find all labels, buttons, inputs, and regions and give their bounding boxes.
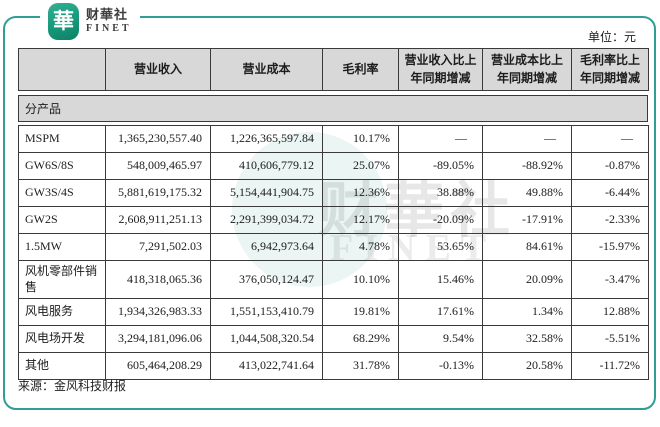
cell-value: 376,050,124.47	[210, 259, 323, 300]
table-row: 1.5MW 7,291,502.03 6,942,973.64 4.78% 53.65%…	[18, 233, 649, 261]
cell-value: -3.47%	[571, 259, 649, 300]
table-row: 风电服务 1,934,326,983.33 1,551,153,410.79 19.8…	[18, 298, 649, 327]
cell-value: 10.10%	[322, 259, 399, 300]
cell-value: -0.13%	[398, 352, 483, 381]
column-header-revenue: 营业收入	[105, 48, 211, 91]
cell-value: 4.78%	[322, 233, 399, 261]
cell-value: 17.61%	[398, 298, 483, 327]
cell-value: 12.88%	[571, 298, 649, 327]
row-label: GW3S/4S	[18, 179, 106, 207]
cell-value: -89.05%	[398, 152, 483, 180]
cell-value: 2,608,911,251.13	[105, 206, 211, 234]
source-note: 来源：金风科技财报	[18, 379, 127, 393]
row-label: 风电场开发	[18, 325, 106, 354]
logo-english-name: FINET	[86, 22, 132, 34]
cell-value: 1,044,508,320.54	[210, 325, 323, 354]
cell-value: 3,294,181,096.06	[105, 325, 211, 354]
row-label: GW6S/8S	[18, 152, 106, 180]
table-row: MSPM 1,365,230,557.40 1,226,365,597.84 10.1…	[18, 125, 649, 153]
finet-logo: 華 财華社 FINET	[40, 0, 140, 42]
cell-value: -2.33%	[571, 206, 649, 234]
table-header: 营业收入 营业成本 毛利率 营业收入比上 年同期增减 营业成本比上 年同期增减 …	[18, 48, 649, 91]
row-label: 1.5MW	[18, 233, 106, 261]
data-table: MSPM 1,365,230,557.40 1,226,365,597.84 10.1…	[18, 125, 649, 381]
row-label: 风机零部件销售	[18, 259, 106, 300]
cell-value: 15.46%	[398, 259, 483, 300]
cell-value: 548,009,465.97	[105, 152, 211, 180]
table-row: GW2S 2,608,911,251.13 2,291,399,034.72 12.1…	[18, 206, 649, 234]
cell-value: -15.97%	[571, 233, 649, 261]
cell-value: —	[571, 125, 649, 153]
cell-value: 410,606,779.12	[210, 152, 323, 180]
section-row-by-product: 分产品	[18, 95, 648, 122]
cell-value: 68.29%	[322, 325, 399, 354]
cell-value: 31.78%	[322, 352, 399, 381]
cell-value: 12.17%	[322, 206, 399, 234]
column-header-blank	[18, 48, 106, 91]
cell-value: 84.61%	[482, 233, 572, 261]
cell-value: -5.51%	[571, 325, 649, 354]
cell-value: 418,318,065.36	[105, 259, 211, 300]
cell-value: 6,942,973.64	[210, 233, 323, 261]
cell-value: -11.72%	[571, 352, 649, 381]
cell-value: 5,881,619,175.32	[105, 179, 211, 207]
row-label: MSPM	[18, 125, 106, 153]
cell-value: -6.44%	[571, 179, 649, 207]
cell-value: —	[398, 125, 483, 153]
cell-value: 7,291,502.03	[105, 233, 211, 261]
cell-value: 413,022,741.64	[210, 352, 323, 381]
cell-value: 53.65%	[398, 233, 483, 261]
column-header-margin-yoy: 毛利率比上 年同期增减	[571, 48, 649, 91]
cell-value: 1,365,230,557.40	[105, 125, 211, 153]
content-frame	[3, 16, 656, 410]
logo-text: 财華社 FINET	[86, 7, 132, 34]
cell-value: 25.07%	[322, 152, 399, 180]
table-row: GW3S/4S 5,881,619,175.32 5,154,441,904.75 1…	[18, 179, 649, 207]
cell-value: 605,464,208.29	[105, 352, 211, 381]
row-label: GW2S	[18, 206, 106, 234]
cell-value: 9.54%	[398, 325, 483, 354]
finet-logo-icon: 華	[48, 2, 79, 40]
cell-value: 19.81%	[322, 298, 399, 327]
cell-value: 1,934,326,983.33	[105, 298, 211, 327]
column-header-margin: 毛利率	[322, 48, 399, 91]
cell-value: 10.17%	[322, 125, 399, 153]
cell-value: 32.58%	[482, 325, 572, 354]
cell-value: 1,226,365,597.84	[210, 125, 323, 153]
table-row: GW6S/8S 548,009,465.97 410,606,779.12 25.07…	[18, 152, 649, 180]
cell-value: 20.09%	[482, 259, 572, 300]
section-label: 分产品	[25, 102, 62, 116]
cell-value: -88.92%	[482, 152, 572, 180]
unit-label: 单位：元	[587, 30, 636, 44]
row-label: 风电服务	[18, 298, 106, 327]
logo-icon-glyph: 華	[53, 8, 74, 33]
cell-value: 38.88%	[398, 179, 483, 207]
column-header-cost-yoy: 营业成本比上 年同期增减	[482, 48, 572, 91]
table-row: 风电场开发 3,294,181,096.06 1,044,508,320.54 68.…	[18, 325, 649, 354]
column-header-cost: 营业成本	[210, 48, 323, 91]
cell-value: 49.88%	[482, 179, 572, 207]
cell-value: —	[482, 125, 572, 153]
cell-value: -17.91%	[482, 206, 572, 234]
cell-value: -0.87%	[571, 152, 649, 180]
table-row: 其他 605,464,208.29 413,022,741.64 31.78% -0.1…	[18, 352, 649, 381]
cell-value: 1.34%	[482, 298, 572, 327]
table-row: 风机零部件销售 418,318,065.36 376,050,124.47 10.10…	[18, 259, 649, 300]
header-row: 营业收入 营业成本 毛利率 营业收入比上 年同期增减 营业成本比上 年同期增减 …	[18, 48, 649, 91]
table-body: MSPM 1,365,230,557.40 1,226,365,597.84 10.1…	[18, 125, 649, 381]
cell-value: 5,154,441,904.75	[210, 179, 323, 207]
cell-value: 12.36%	[322, 179, 399, 207]
cell-value: 2,291,399,034.72	[210, 206, 323, 234]
column-header-revenue-yoy: 营业收入比上 年同期增减	[398, 48, 483, 91]
cell-value: 20.58%	[482, 352, 572, 381]
logo-chinese-name: 财華社	[86, 7, 129, 23]
cell-value: 1,551,153,410.79	[210, 298, 323, 327]
cell-value: -20.09%	[398, 206, 483, 234]
row-label: 其他	[18, 352, 106, 381]
